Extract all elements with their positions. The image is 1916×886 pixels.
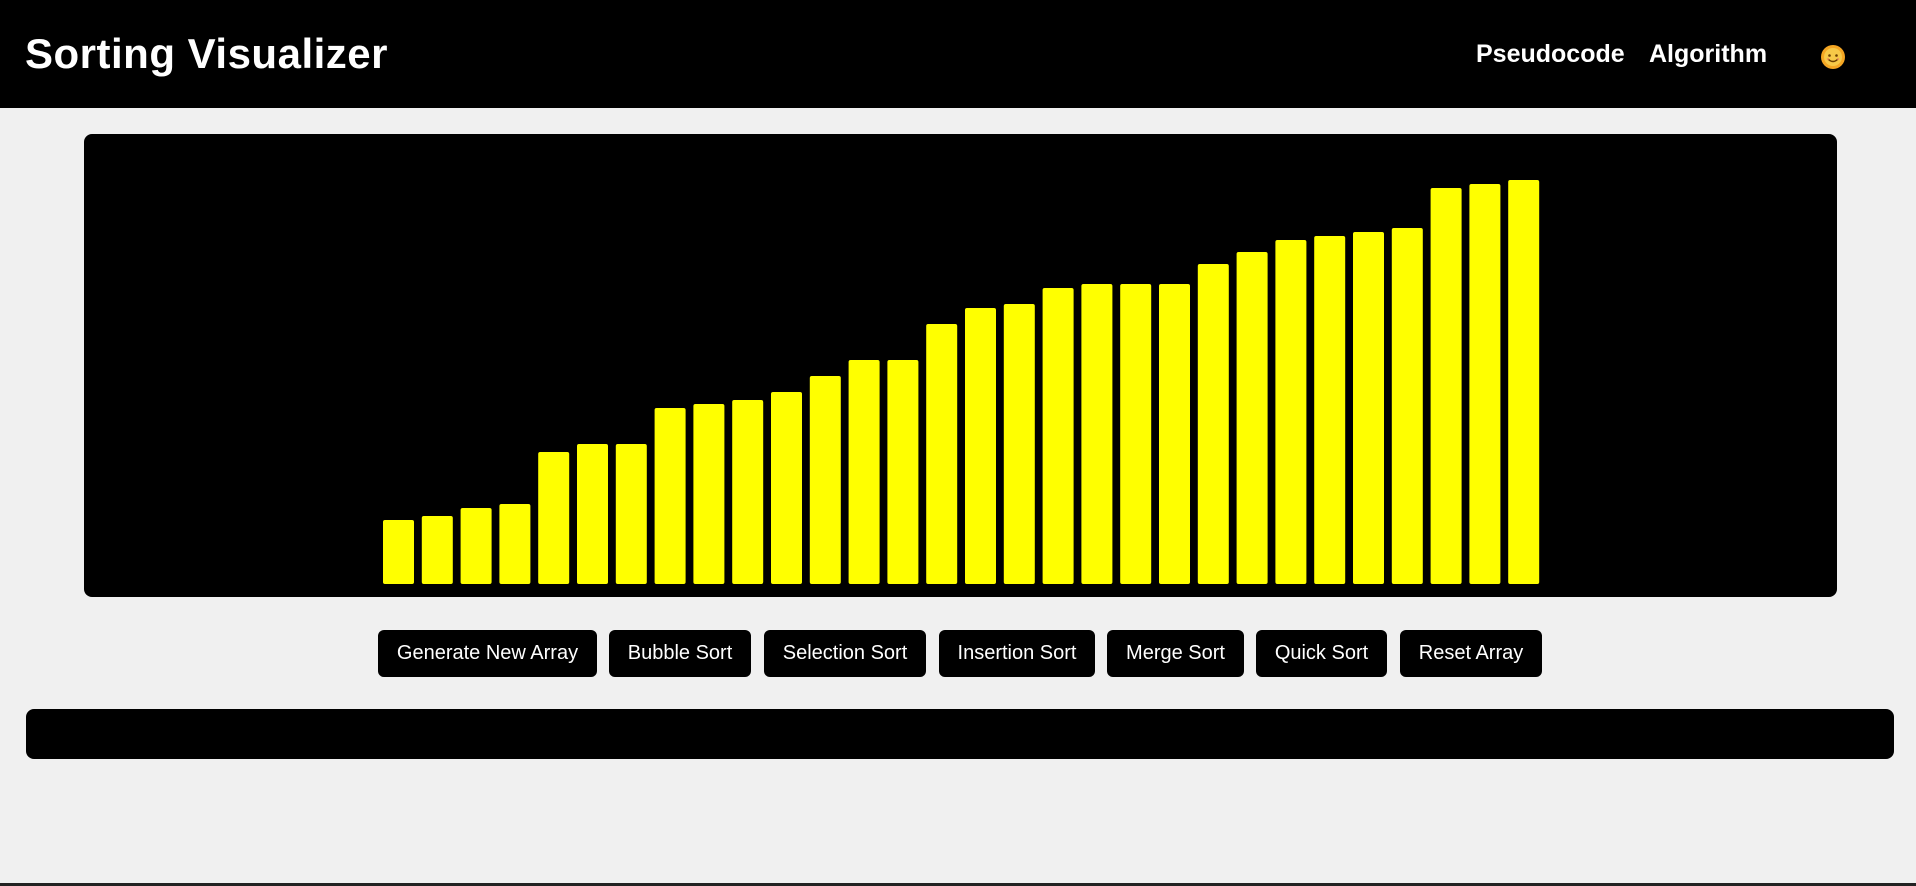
array-bars-chart [383, 180, 1540, 584]
array-bar [1508, 180, 1540, 584]
info-bar [26, 709, 1894, 759]
array-bar [460, 508, 492, 584]
array-bar [732, 400, 764, 584]
reset-array-button[interactable]: Reset Array [1400, 630, 1542, 677]
selection-sort-button[interactable]: Selection Sort [764, 630, 926, 677]
array-bar [1159, 284, 1190, 584]
array-bar [383, 520, 414, 584]
bottom-divider [0, 883, 1916, 886]
array-bar [771, 392, 802, 584]
array-bar [615, 444, 647, 584]
array-bar [1042, 288, 1074, 584]
array-bar [499, 504, 531, 584]
array-bar [1197, 264, 1229, 584]
merge-sort-button[interactable]: Merge Sort [1107, 630, 1244, 677]
array-bar [1003, 304, 1035, 584]
array-bar [1353, 232, 1384, 584]
control-buttons: Generate New Array Bubble Sort Selection… [0, 630, 1916, 677]
array-bar [1314, 236, 1346, 584]
array-bar [965, 308, 996, 584]
array-bar [538, 452, 570, 584]
array-bar [1391, 228, 1423, 584]
array-bar [1275, 240, 1307, 584]
theme-toggle-button[interactable] [1818, 42, 1848, 72]
array-bar [848, 360, 880, 584]
array-bar [926, 324, 958, 584]
array-bar [654, 408, 686, 584]
nav-pseudocode-link[interactable]: Pseudocode [1476, 40, 1625, 68]
sun-face-icon [1821, 45, 1845, 69]
array-bar [1430, 188, 1462, 584]
app-title: Sorting Visualizer [25, 30, 388, 77]
bubble-sort-button[interactable]: Bubble Sort [609, 630, 751, 677]
array-bar [1120, 284, 1152, 584]
insertion-sort-button[interactable]: Insertion Sort [939, 630, 1095, 677]
array-bar [421, 516, 453, 584]
array-bar [577, 444, 608, 584]
nav-algorithm-link[interactable]: Algorithm [1649, 40, 1768, 68]
quick-sort-button[interactable]: Quick Sort [1256, 630, 1387, 677]
visualization-panel [84, 134, 1837, 597]
array-bar [1081, 284, 1113, 584]
array-bar [809, 376, 841, 584]
array-bar [693, 404, 725, 584]
generate-array-button[interactable]: Generate New Array [378, 630, 597, 677]
top-navbar: Sorting Visualizer Pseudocode Algorithm [0, 0, 1916, 108]
array-bar [1469, 184, 1501, 584]
array-bar [1236, 252, 1268, 584]
array-bar [887, 360, 919, 584]
